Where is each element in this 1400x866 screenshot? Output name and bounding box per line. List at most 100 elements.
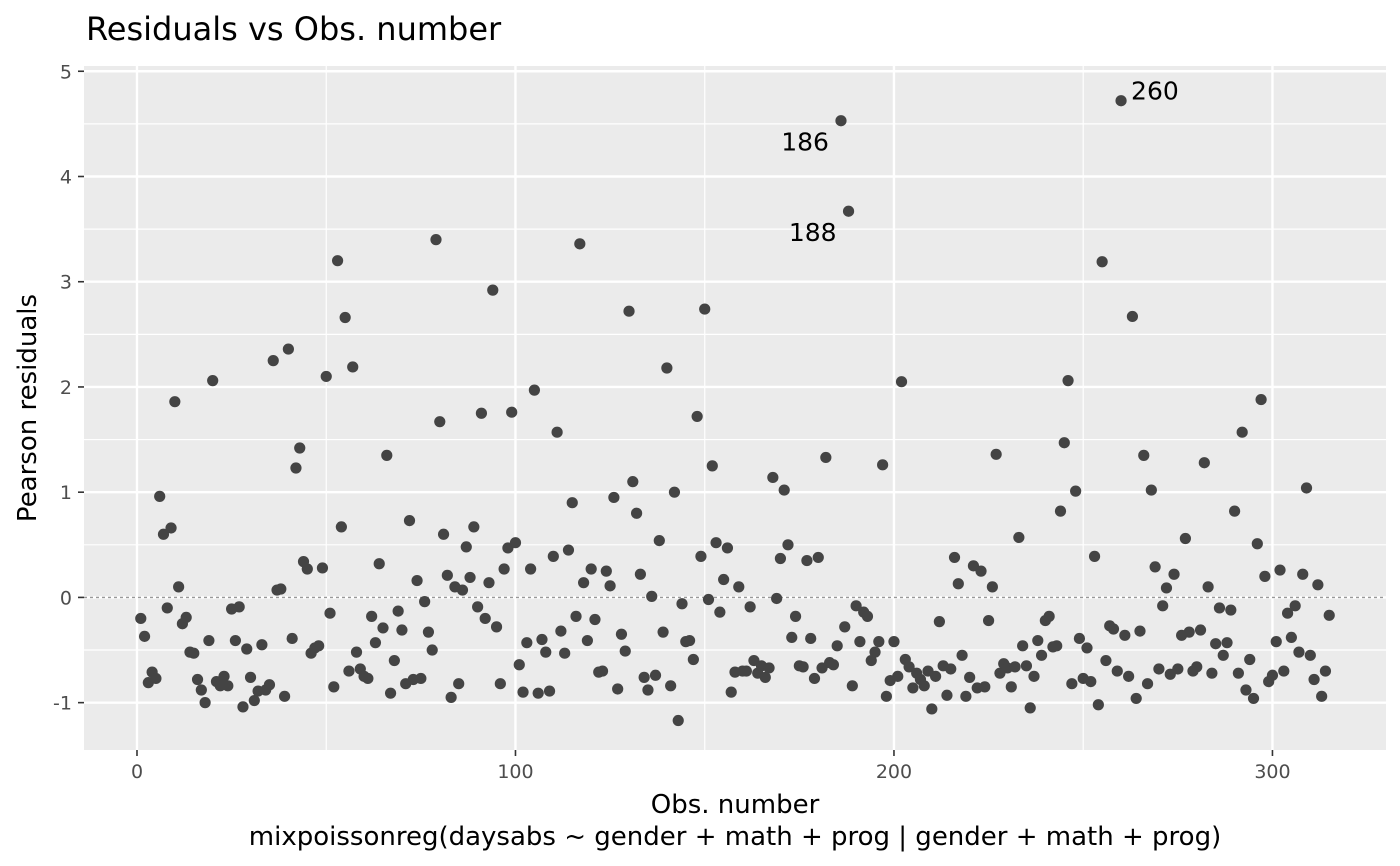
data-point — [1213, 602, 1226, 614]
chart-title: Residuals vs Obs. number — [86, 10, 502, 48]
data-point — [1308, 673, 1320, 686]
data-point — [846, 680, 858, 692]
data-point — [278, 690, 291, 702]
data-point — [483, 577, 495, 589]
data-point — [771, 592, 783, 605]
data-point — [1009, 661, 1021, 673]
data-point — [290, 462, 302, 474]
data-point — [1066, 678, 1078, 690]
data-point — [1278, 665, 1290, 677]
data-point — [941, 689, 953, 701]
data-point — [165, 522, 177, 534]
data-point — [445, 691, 457, 703]
data-point — [767, 471, 779, 484]
data-point — [578, 577, 590, 589]
data-point — [343, 665, 355, 677]
data-point — [453, 678, 465, 690]
data-point — [301, 563, 313, 575]
data-point — [702, 593, 715, 606]
data-point — [1130, 692, 1142, 705]
data-point — [494, 678, 506, 690]
data-point — [434, 416, 446, 428]
data-point — [347, 361, 359, 373]
data-point — [892, 670, 904, 682]
data-point — [1096, 256, 1108, 268]
data-point — [328, 681, 340, 693]
data-point — [608, 491, 620, 504]
data-point — [256, 639, 268, 651]
data-point — [1274, 564, 1286, 576]
data-point — [733, 581, 745, 593]
data-point — [808, 672, 821, 685]
data-point — [612, 683, 624, 695]
data-point — [1028, 670, 1040, 682]
data-point — [479, 612, 491, 625]
data-point — [1191, 661, 1203, 673]
data-point — [1153, 663, 1165, 675]
data-point — [547, 550, 559, 562]
data-point — [585, 563, 597, 575]
data-point — [411, 574, 423, 587]
data-point — [1081, 642, 1093, 654]
data-point — [525, 563, 537, 575]
data-point — [918, 680, 930, 692]
data-point — [1270, 636, 1282, 648]
data-point — [581, 634, 593, 647]
data-point — [566, 497, 578, 509]
data-point — [551, 426, 563, 438]
data-point — [437, 528, 450, 540]
data-point — [207, 375, 219, 387]
data-point — [1054, 505, 1067, 517]
data-point — [1319, 665, 1332, 677]
data-point — [1225, 604, 1237, 616]
y-tick-label: 5 — [60, 61, 72, 83]
y-tick-label: 3 — [60, 272, 72, 294]
data-point — [1123, 670, 1135, 682]
data-point — [1032, 634, 1044, 647]
data-point — [1149, 561, 1161, 573]
data-point — [1160, 582, 1173, 594]
data-point — [1092, 699, 1104, 711]
data-point — [506, 406, 518, 418]
data-point — [1088, 550, 1101, 562]
data-point — [1119, 629, 1131, 641]
x-tick-label: 200 — [876, 761, 912, 783]
data-point — [1017, 640, 1029, 652]
data-point — [646, 590, 658, 602]
major-gridlines — [84, 66, 1386, 750]
x-axis: 0 100 200 300 — [131, 750, 1291, 783]
data-point — [335, 521, 347, 533]
data-point — [842, 205, 855, 217]
data-point — [388, 654, 400, 667]
y-tick-label: -1 — [53, 693, 72, 715]
data-point — [1024, 702, 1036, 714]
data-point — [422, 626, 435, 638]
data-point — [1244, 653, 1256, 666]
data-point — [948, 551, 961, 564]
data-point — [331, 255, 344, 267]
chart-caption: mixpoissonreg(daysabs ~ gender + math + … — [249, 822, 1221, 852]
data-point — [1202, 581, 1214, 593]
data-point — [248, 694, 260, 707]
data-point — [627, 476, 639, 488]
data-point — [1138, 449, 1150, 461]
data-point — [789, 610, 802, 622]
data-point — [1289, 600, 1301, 612]
data-point — [1316, 690, 1328, 702]
data-point — [888, 636, 900, 648]
data-point — [316, 562, 329, 574]
data-point — [714, 606, 726, 618]
y-axis: -1 0 1 2 3 4 5 — [53, 61, 84, 715]
data-point — [865, 654, 877, 667]
data-point — [699, 303, 711, 315]
data-point — [1062, 375, 1074, 387]
data-point — [513, 659, 525, 671]
data-point — [1232, 667, 1244, 679]
data-point — [1051, 640, 1063, 652]
data-point — [1141, 678, 1154, 690]
data-point — [744, 601, 756, 613]
data-point — [498, 563, 510, 575]
data-point — [191, 673, 204, 686]
data-point — [1323, 609, 1335, 621]
point-label: 188 — [789, 218, 837, 247]
